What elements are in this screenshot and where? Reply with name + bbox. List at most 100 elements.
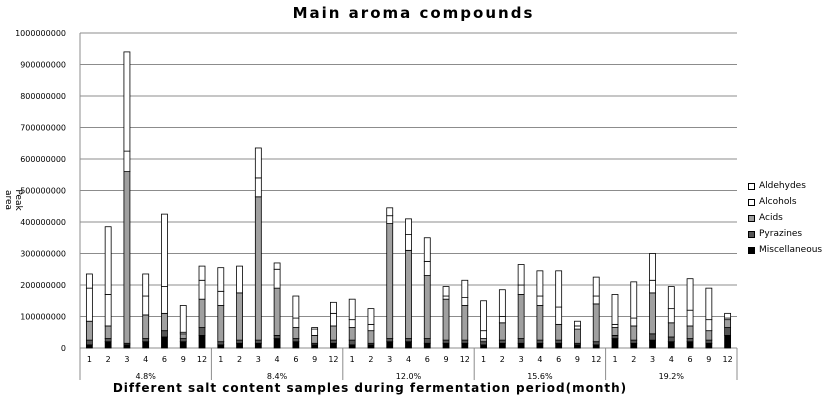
group-label: 12.0% bbox=[396, 372, 422, 381]
bar-segment-miscellaneous bbox=[273, 338, 281, 349]
bar-segment-miscellaneous bbox=[592, 344, 600, 349]
bar-segment-miscellaneous bbox=[104, 341, 112, 349]
bar-segment-pyrazines bbox=[104, 338, 112, 343]
bar-segment-aldehydes bbox=[536, 270, 544, 297]
bar-segment-acids bbox=[104, 325, 112, 339]
bar-segment-acids bbox=[348, 327, 356, 341]
bar-segment-miscellaneous bbox=[574, 344, 581, 349]
bar-segment-aldehydes bbox=[179, 305, 187, 333]
bar-segment-alcohols bbox=[498, 316, 506, 324]
bar-segment-miscellaneous bbox=[161, 336, 168, 349]
bar-segment-acids bbox=[724, 319, 732, 328]
y-tick-label: 900000000 bbox=[20, 61, 66, 70]
bar-segment-aldehydes bbox=[574, 320, 581, 327]
legend-label-miscellaneous: Miscellaneous bbox=[759, 245, 823, 255]
bar-segment-acids bbox=[161, 312, 168, 332]
bar-segment-pyrazines bbox=[405, 338, 412, 343]
bar-segment-pyrazines bbox=[179, 338, 187, 343]
bar-segment-alcohols bbox=[104, 294, 112, 327]
bar-segment-alcohols bbox=[686, 309, 694, 327]
bar-segment-pyrazines bbox=[442, 339, 450, 344]
bar-segment-aldehydes bbox=[555, 270, 563, 308]
bar-segment-alcohols bbox=[649, 279, 656, 294]
legend-swatch-alcohols bbox=[748, 198, 755, 206]
bar-segment-pyrazines bbox=[517, 338, 525, 344]
bar-segment-miscellaneous bbox=[686, 341, 694, 349]
y-tick-label: 100000000 bbox=[20, 313, 66, 322]
bar-segment-pyrazines bbox=[330, 339, 337, 344]
legend-item-pyrazines: Pyrazines bbox=[748, 226, 822, 242]
bar-segment-alcohols bbox=[517, 284, 525, 295]
bar-segment-acids bbox=[480, 338, 487, 343]
bar-segment-miscellaneous bbox=[292, 341, 300, 349]
bar-segment-aldehydes bbox=[686, 278, 694, 311]
bar-segment-pyrazines bbox=[649, 333, 656, 341]
bar-segment-acids bbox=[273, 287, 281, 336]
bar-segment-alcohols bbox=[592, 295, 600, 305]
bar-segment-acids bbox=[85, 320, 93, 341]
bar-segment-aldehydes bbox=[480, 300, 487, 332]
legend-swatch-acids bbox=[748, 214, 755, 222]
bar-segment-acids bbox=[123, 171, 131, 344]
bar-segment-pyrazines bbox=[611, 334, 619, 339]
bar-segment-aldehydes bbox=[161, 213, 168, 287]
bar-segment-pyrazines bbox=[161, 330, 168, 338]
bar-segment-alcohols bbox=[667, 308, 675, 324]
bar-segment-acids bbox=[198, 298, 206, 328]
x-tick-label: 2 bbox=[500, 355, 505, 364]
bar-segment-acids bbox=[630, 325, 638, 341]
bar-segment-miscellaneous bbox=[254, 342, 262, 349]
bar-segment-acids bbox=[611, 327, 619, 336]
bar-segment-alcohols bbox=[273, 268, 281, 289]
bar-segment-miscellaneous bbox=[442, 342, 450, 349]
bar-segment-aldehydes bbox=[348, 298, 356, 321]
bar-segment-alcohols bbox=[123, 150, 131, 173]
bar-segment-alcohols bbox=[574, 325, 581, 330]
bar-segment-miscellaneous bbox=[517, 342, 525, 349]
y-tick-label: 300000000 bbox=[20, 250, 66, 259]
bar-segment-miscellaneous bbox=[311, 344, 319, 349]
bar-segment-pyrazines bbox=[236, 339, 243, 344]
bar-segment-acids bbox=[461, 305, 469, 341]
bar-segment-alcohols bbox=[442, 295, 450, 300]
x-axis-label: Different salt content samples during fe… bbox=[112, 381, 628, 395]
bar-segment-aldehydes bbox=[461, 279, 469, 298]
bar-segment-pyrazines bbox=[705, 339, 713, 344]
y-axis-label: Peak area bbox=[3, 189, 23, 211]
bar-segment-miscellaneous bbox=[123, 344, 131, 349]
bar-segment-alcohols bbox=[236, 265, 243, 294]
x-tick-label: 6 bbox=[425, 355, 430, 364]
bar-segment-aldehydes bbox=[517, 264, 525, 286]
bar-segment-acids bbox=[367, 330, 375, 344]
bar-segment-miscellaneous bbox=[555, 342, 563, 349]
bar-segment-miscellaneous bbox=[198, 334, 206, 349]
bar-segment-miscellaneous bbox=[330, 342, 337, 349]
bar-segment-acids bbox=[330, 325, 337, 341]
bar-segment-pyrazines bbox=[292, 338, 300, 343]
x-tick-label: 2 bbox=[368, 355, 373, 364]
bar-segment-alcohols bbox=[630, 317, 638, 327]
x-tick-label: 4 bbox=[537, 355, 542, 364]
bar-segment-alcohols bbox=[611, 323, 619, 328]
y-tick-label: 700000000 bbox=[20, 124, 66, 133]
legend-swatch-aldehydes bbox=[748, 182, 755, 190]
bar-segment-pyrazines bbox=[423, 338, 431, 344]
bar-segment-aldehydes bbox=[611, 294, 619, 325]
bar-segment-acids bbox=[649, 292, 656, 335]
bar-segment-aldehydes bbox=[498, 289, 506, 317]
group-label: 4.8% bbox=[136, 372, 157, 381]
bar-segment-miscellaneous bbox=[667, 341, 675, 349]
bar-segment-aldehydes bbox=[442, 286, 450, 297]
legend-item-aldehydes: Aldehydes bbox=[748, 178, 822, 194]
bar-segment-acids bbox=[686, 325, 694, 339]
x-tick-label: 9 bbox=[312, 355, 317, 364]
x-tick-label: 12 bbox=[591, 355, 601, 364]
group-label: 19.2% bbox=[659, 372, 685, 381]
bar-segment-aldehydes bbox=[254, 147, 262, 179]
bar-segment-pyrazines bbox=[686, 338, 694, 343]
x-tick-label: 12 bbox=[460, 355, 470, 364]
bar-segment-aldehydes bbox=[273, 262, 281, 270]
bar-segment-pyrazines bbox=[480, 341, 487, 346]
bar-segment-pyrazines bbox=[555, 339, 563, 344]
legend-item-miscellaneous: Miscellaneous bbox=[748, 242, 822, 258]
